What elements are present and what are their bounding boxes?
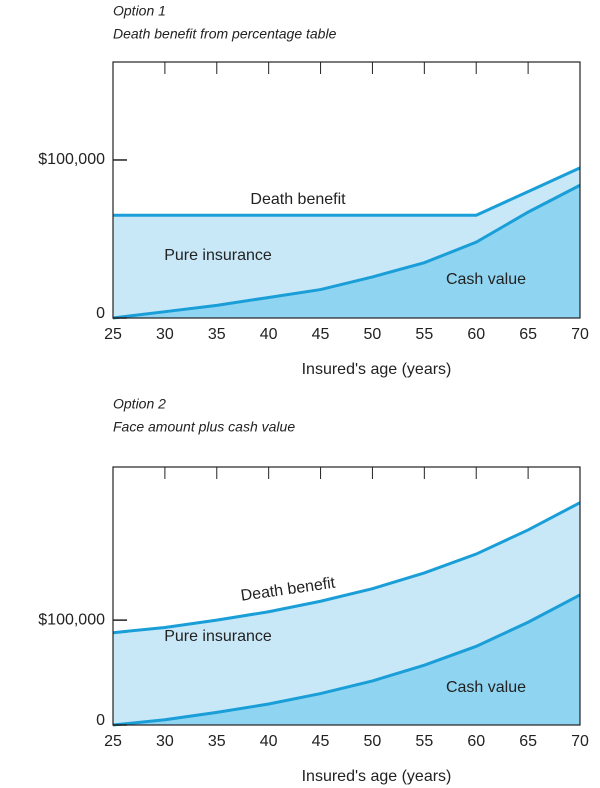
x-tick-label: 25 [104, 326, 122, 343]
y-tick-label: $100,000 [38, 611, 105, 628]
y-tick-label: 0 [96, 305, 105, 322]
x-tick-label: 65 [519, 326, 537, 343]
x-tick-label: 55 [415, 326, 433, 343]
x-tick-label: 60 [467, 326, 485, 343]
annotation: Pure insurance [164, 247, 272, 264]
y-tick-label: $100,000 [38, 151, 105, 168]
line [112, 501, 581, 635]
x-axis-label: Insured's age (years) [302, 768, 452, 785]
line [112, 593, 581, 727]
x-tick-label: 45 [312, 733, 330, 750]
chart-title: Option 1 [113, 3, 166, 19]
y-tick-label: 0 [96, 712, 105, 729]
x-tick-label: 50 [364, 733, 382, 750]
x-tick-label: 30 [156, 733, 174, 750]
x-tick-label: 60 [467, 733, 485, 750]
x-tick-label: 30 [156, 326, 174, 343]
series-label: Cash value [446, 271, 526, 288]
series-label: Death benefit [250, 191, 346, 208]
plot-frame [112, 466, 581, 726]
chart-title: Option 2 [113, 396, 166, 412]
annotation: Pure insurance [164, 628, 272, 645]
x-tick-label: 65 [519, 733, 537, 750]
x-axis-label: Insured's age (years) [302, 361, 452, 378]
x-tick-label: 50 [364, 326, 382, 343]
x-tick-label: 40 [260, 733, 278, 750]
chart-subtitle: Face amount plus cash value [113, 419, 295, 435]
area [113, 594, 580, 725]
x-tick-label: 70 [571, 733, 589, 750]
x-tick-label: 25 [104, 733, 122, 750]
x-tick-label: 35 [208, 326, 226, 343]
x-tick-label: 35 [208, 733, 226, 750]
line [112, 183, 581, 320]
area [113, 185, 580, 318]
line [113, 166, 581, 217]
x-tick-label: 70 [571, 326, 589, 343]
series-label: Cash value [446, 679, 526, 696]
chart-subtitle: Death benefit from percentage table [113, 26, 337, 42]
x-tick-label: 45 [312, 326, 330, 343]
plot-frame [112, 61, 581, 319]
x-tick-label: 40 [260, 326, 278, 343]
x-tick-label: 55 [415, 733, 433, 750]
